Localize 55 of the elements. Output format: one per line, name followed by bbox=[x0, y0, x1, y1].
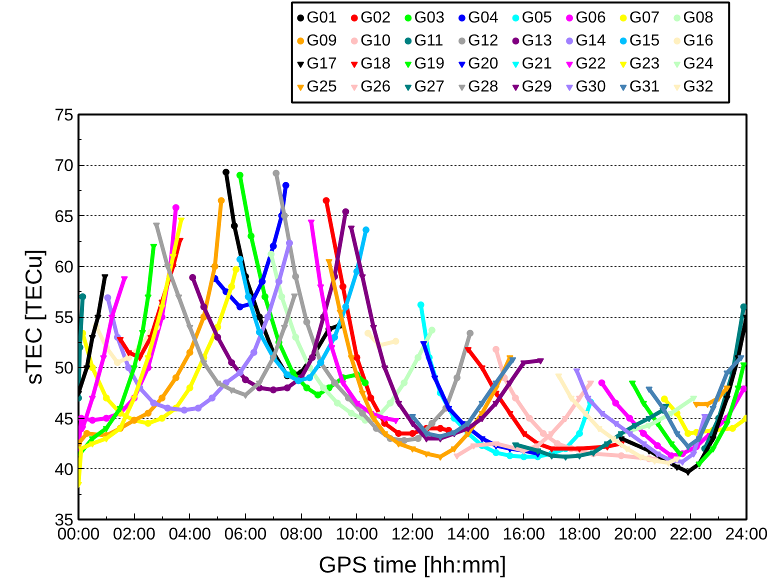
legend-label: G26 bbox=[360, 78, 391, 96]
legend-label: G21 bbox=[522, 56, 552, 72]
x-tick-label: 08:00 bbox=[280, 524, 322, 544]
x-tick-label: 16:00 bbox=[502, 524, 546, 544]
legend-label: G27 bbox=[414, 78, 445, 96]
x-tick-label: 00:00 bbox=[57, 524, 100, 544]
legend-label: G07 bbox=[629, 10, 660, 26]
legend-label: G18 bbox=[360, 56, 391, 72]
legend-label: G08 bbox=[683, 10, 714, 26]
legend-label: G09 bbox=[306, 32, 338, 50]
legend-label: G22 bbox=[576, 56, 606, 72]
x-tick-label: 06:00 bbox=[224, 524, 267, 544]
legend-label: G17 bbox=[306, 56, 338, 72]
y-axis-title: sTEC [TECu] bbox=[20, 249, 47, 385]
legend-label: G15 bbox=[629, 32, 660, 50]
x-tick-label: 04:00 bbox=[168, 524, 212, 544]
legend-label: G28 bbox=[468, 78, 498, 96]
legend-label: G29 bbox=[522, 78, 552, 96]
legend-label: G31 bbox=[629, 78, 660, 96]
legend-label: G12 bbox=[468, 32, 498, 50]
legend-label: G30 bbox=[576, 78, 606, 96]
x-tick-label: 24:00 bbox=[725, 524, 768, 544]
x-tick-label: 02:00 bbox=[112, 524, 156, 544]
legend-label: G32 bbox=[683, 78, 714, 96]
legend-label: G11 bbox=[414, 32, 444, 50]
legend-label: G24 bbox=[683, 56, 714, 72]
legend-label: G23 bbox=[629, 56, 660, 72]
y-tick-label: 70 bbox=[54, 156, 74, 176]
x-tick-label: 12:00 bbox=[391, 524, 434, 544]
legend-label: G16 bbox=[683, 32, 714, 50]
x-tick-label: 14:00 bbox=[446, 524, 490, 544]
y-tick-label: 45 bbox=[54, 409, 74, 428]
legend-label: G03 bbox=[414, 10, 445, 26]
y-tick-label: 65 bbox=[54, 206, 74, 226]
legend-label: G05 bbox=[522, 10, 552, 26]
x-tick-label: 10:00 bbox=[336, 524, 378, 544]
legend-label: G13 bbox=[522, 32, 552, 50]
legend-label: G04 bbox=[468, 10, 498, 26]
legend-label: G14 bbox=[576, 32, 606, 50]
y-tick-label: 55 bbox=[54, 308, 74, 327]
legend-label: G01 bbox=[306, 10, 338, 26]
legend-label: G25 bbox=[306, 78, 338, 96]
legend-label: G10 bbox=[360, 32, 391, 50]
x-tick-label: 18:00 bbox=[558, 524, 601, 544]
y-tick-label: 75 bbox=[54, 106, 74, 124]
y-tick-label: 60 bbox=[54, 257, 74, 276]
x-tick-label: 22:00 bbox=[670, 524, 712, 544]
legend-label: G19 bbox=[414, 56, 445, 72]
y-tick-label: 40 bbox=[54, 460, 74, 479]
legend-label: G06 bbox=[576, 10, 606, 26]
x-tick-label: 20:00 bbox=[614, 524, 656, 544]
legend-label: G02 bbox=[360, 10, 391, 26]
y-tick-label: 50 bbox=[54, 358, 74, 378]
x-axis-title: GPS time [hh:mm] bbox=[318, 552, 506, 578]
legend-label: G20 bbox=[468, 56, 498, 72]
